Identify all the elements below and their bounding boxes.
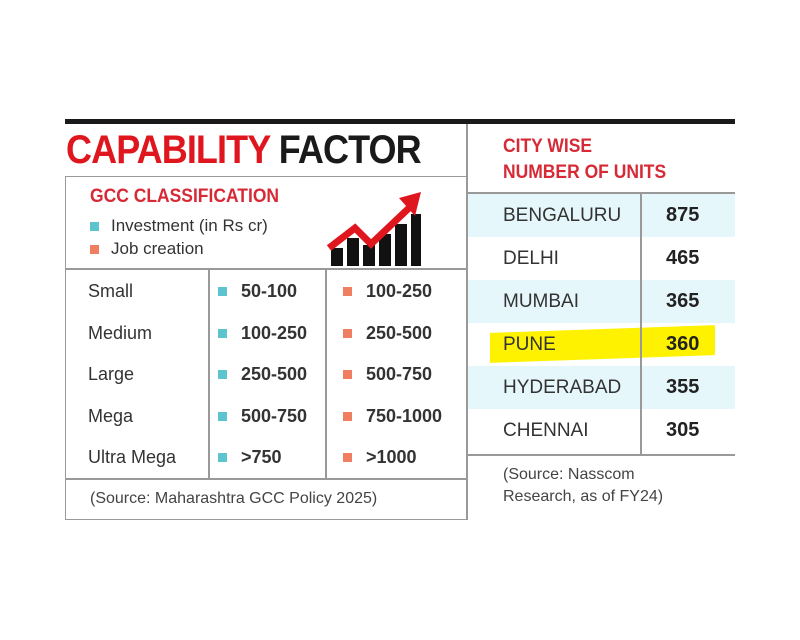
title-black: FACTOR [278, 128, 422, 172]
top-rule [65, 119, 735, 124]
jobs-cell: 250-500 [343, 323, 432, 344]
source-line: Research, as of FY24) [503, 488, 664, 505]
investment-value: 50-100 [241, 281, 298, 301]
cyan-square-icon [218, 411, 227, 421]
legend-label: Investment (in Rs cr) [111, 216, 268, 235]
city-name: CHENNAI [503, 420, 589, 441]
legend-label: Job creation [111, 239, 204, 258]
gcc-category: Ultra Mega [88, 447, 177, 467]
orange-square-icon [343, 287, 352, 296]
orange-square-icon [343, 328, 352, 338]
orange-square-icon [343, 453, 352, 462]
investment-value: 250-500 [241, 364, 308, 384]
city-heading-line2: NUMBER OF UNITS [503, 162, 667, 183]
title-red: CAPABILITY [66, 128, 271, 172]
city-row: HYDERABAD 355 [468, 366, 735, 409]
jobs-cell: 750-1000 [343, 406, 442, 427]
investment-cell: 500-750 [218, 406, 307, 427]
legend-jobs: Job creation [90, 239, 204, 259]
panel-divider [466, 124, 468, 520]
orange-square-icon [90, 244, 99, 254]
cyan-square-icon [218, 328, 227, 338]
jobs-value: 100-250 [366, 281, 433, 301]
gcc-heading: GCC CLASSIFICATION [90, 186, 280, 207]
jobs-value: 500-750 [366, 364, 433, 384]
gcc-category: Medium [88, 322, 153, 343]
city-row: MUMBAI 365 [468, 280, 735, 323]
city-units: 360 [666, 333, 700, 355]
investment-cell: 250-500 [218, 364, 307, 385]
divider [65, 268, 467, 270]
cyan-square-icon [218, 453, 227, 462]
cyan-square-icon [218, 370, 227, 379]
gcc-category: Small [88, 281, 134, 301]
column-divider [640, 192, 642, 454]
investment-cell: 50-100 [218, 281, 297, 302]
orange-square-icon [343, 370, 352, 379]
source-line: (Source: Nasscom [503, 466, 635, 483]
investment-value: >750 [241, 447, 282, 467]
investment-cell: 100-250 [218, 323, 307, 344]
city-name: HYDERABAD [503, 377, 622, 398]
jobs-value: 750-1000 [366, 405, 443, 426]
rising-bar-chart-arrow-icon [326, 192, 421, 266]
city-name: BENGALURU [503, 205, 622, 226]
column-divider [325, 268, 327, 478]
investment-value: 100-250 [241, 322, 308, 343]
divider [468, 454, 735, 456]
gcc-category: Mega [88, 405, 134, 426]
jobs-cell: >1000 [343, 447, 417, 468]
cyan-square-icon [90, 221, 99, 231]
page-title: CAPABILITY FACTOR [66, 128, 422, 173]
gcc-source: (Source: Maharashtra GCC Policy 2025) [90, 490, 378, 507]
city-units: 465 [666, 247, 700, 269]
jobs-value: 250-500 [366, 322, 433, 343]
legend-investment: Investment (in Rs cr) [90, 216, 268, 236]
city-name: MUMBAI [503, 291, 579, 312]
city-row: CHENNAI 305 [468, 409, 735, 452]
investment-cell: >750 [218, 447, 282, 468]
city-row: PUNE 360 [468, 323, 735, 366]
jobs-cell: 500-750 [343, 364, 432, 385]
city-row: DELHI 465 [468, 237, 735, 280]
divider [65, 478, 467, 480]
investment-value: 500-750 [241, 405, 308, 426]
city-heading: CITY WISE NUMBER OF UNITS [503, 134, 666, 186]
divider [468, 192, 735, 194]
orange-square-icon [343, 411, 352, 421]
city-units: 305 [666, 419, 700, 441]
city-units: 875 [666, 204, 700, 226]
city-units: 365 [666, 290, 700, 312]
city-name: PUNE [503, 334, 556, 355]
city-source: (Source: Nasscom Research, as of FY24) [503, 464, 663, 508]
cyan-square-icon [218, 287, 227, 296]
column-divider [208, 268, 210, 478]
city-row: BENGALURU 875 [468, 194, 735, 237]
city-heading-line1: CITY WISE [503, 136, 593, 157]
jobs-cell: 100-250 [343, 281, 432, 302]
gcc-category: Large [88, 364, 135, 384]
city-units: 355 [666, 376, 700, 398]
jobs-value: >1000 [366, 447, 417, 467]
city-name: DELHI [503, 248, 559, 269]
gcc-classification-panel [65, 176, 467, 520]
